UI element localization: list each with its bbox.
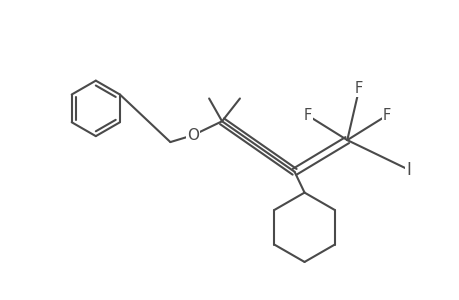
Text: O: O — [187, 128, 199, 142]
Text: F: F — [303, 108, 311, 123]
Text: F: F — [354, 81, 363, 96]
Text: F: F — [382, 108, 390, 123]
Text: I: I — [406, 161, 410, 179]
